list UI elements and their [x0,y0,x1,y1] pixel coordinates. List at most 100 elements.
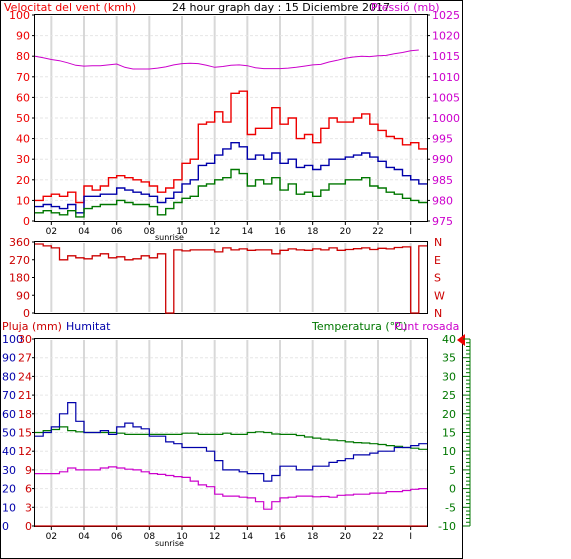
pressure-y-tick-label: 1015 [432,50,460,63]
pressure-y-tick-label: 1010 [432,71,460,84]
rain-y-tick-label: 30 [18,333,32,346]
pressure-y-tick-label: 990 [432,153,453,166]
wind-y-tick-label: 30 [16,153,30,166]
wind-y-tick-label: 20 [16,174,30,187]
x-tick-label-wind: 10 [176,227,188,237]
wind-y-tick-label: 60 [16,91,30,104]
temperature-y-tick-label: 35 [442,352,456,365]
direction-y-tick-label: 180 [9,272,30,285]
temperature-y-tick-label: 10 [442,445,456,458]
wind-y-tick-label: 100 [9,9,30,22]
x-tick-label-temp: 16 [274,532,286,542]
x-tick-label-temp: 14 [242,532,254,542]
x-tick-label-wind: 18 [307,227,319,237]
current-temp-marker-icon [457,334,465,346]
sunrise-label-bottom: sunrise [155,539,184,548]
pressure-y-tick-label: 1000 [432,112,460,125]
x-tick-label-wind: 20 [340,227,352,237]
series-line-pressi-mb- [34,49,419,70]
rain-y-tick-label: 3 [25,501,32,514]
wind-y-tick-label: 50 [16,112,30,125]
x-tick-label-temp: 06 [111,532,123,542]
rain-axis-title: Pluja (mm) [2,320,62,333]
humidity-y-tick-label: 20 [2,483,16,496]
pressure-y-tick-label: 995 [432,133,453,146]
wind-y-tick-label: 90 [16,30,30,43]
temperature-y-tick-label: 0 [449,483,456,496]
pressure-axis-title: Pressió (mb) [371,1,440,14]
series-line-wind-low [35,168,427,218]
direction-y-tick-label: 360 [9,236,30,249]
x-tick-label-wind: 22 [372,227,383,237]
x-tick-label-wind: 12 [209,227,220,237]
pressure-y-tick-label: 980 [432,194,453,207]
wind-direction-line [35,243,427,314]
series-line-wind-avg [35,142,427,214]
temperature-y-tick-label: 20 [442,408,456,421]
x-tick-label-wind: 04 [78,227,90,237]
x-tick-label-temp: 02 [46,532,57,542]
humidity-y-tick-label: 30 [2,464,16,477]
x-tick-label-wind: 08 [144,227,156,237]
temperature-y-tick-label: -5 [445,501,456,514]
dewpoint-axis-title: Punt rosada [394,320,459,333]
x-tick-label-temp: 10 [176,532,188,542]
x-tick-label-temp: 20 [340,532,352,542]
wind-y-tick-label: 80 [16,50,30,63]
sunrise-label-top: sunrise [155,233,184,242]
wind-y-tick-label: 70 [16,71,30,84]
temperature-y-tick-label: 30 [442,370,456,383]
rain-y-tick-label: 27 [18,352,32,365]
rain-y-tick-label: 21 [18,389,32,402]
rain-y-tick-label: 24 [18,370,32,383]
x-tick-label-wind: 02 [46,227,57,237]
humidity-y-tick-label: 10 [2,501,16,514]
humidity-y-tick-label: 60 [2,408,16,421]
rain-y-tick-label: 0 [25,520,32,533]
x-tick-label-temp: 08 [144,532,156,542]
pressure-y-tick-label: 1005 [432,91,460,104]
wind-axis-title: Velocitat del vent (kmh) [4,1,136,14]
rain-y-tick-label: 6 [25,483,32,496]
direction-y-tick-label: 0 [23,307,30,320]
humidity-y-tick-label: 100 [2,333,23,346]
rain-y-tick-label: 18 [18,408,32,421]
humidity-axis-title: Humitat [66,320,111,333]
wind-y-tick-label: 40 [16,133,30,146]
pressure-y-tick-label: 985 [432,174,453,187]
pressure-y-tick-label: 1020 [432,30,460,43]
x-tick-label-temp: 22 [372,532,383,542]
humidity-y-tick-label: 90 [2,352,16,365]
series-line-humitat [35,402,427,482]
x-tick-label-temp: I [409,532,412,542]
series-line-punt-rosada [35,466,427,510]
direction-y-tick-label: 90 [16,289,30,302]
temperature-y-tick-label: 25 [442,389,456,402]
temperature-axis-title: Temperatura (°C) [311,320,407,333]
compass-label: N [434,236,442,249]
wind-y-tick-label: 0 [23,215,30,228]
humidity-y-tick-label: 0 [2,520,9,533]
x-tick-label-temp: 18 [307,532,319,542]
page-title: 24 hour graph day : 15 Diciembre 2017 [172,1,390,14]
compass-label: E [434,254,441,267]
temperature-y-tick-label: 5 [449,464,456,477]
x-tick-label-wind: 16 [274,227,286,237]
compass-label: N [434,307,442,320]
humidity-y-tick-label: 50 [2,427,16,440]
temperature-y-tick-label: 15 [442,427,456,440]
pressure-y-tick-label: 975 [432,215,453,228]
x-tick-label-temp: 12 [209,532,220,542]
x-tick-label-wind: 14 [242,227,254,237]
rain-y-tick-label: 12 [18,445,32,458]
pressure-y-tick-label: 1025 [432,9,460,22]
temperature-y-tick-label: 40 [442,333,456,346]
rain-y-tick-label: 9 [25,464,32,477]
x-tick-label-wind: 06 [111,227,123,237]
temperature-y-tick-label: -10 [438,520,456,533]
series-line-velocitat-del-vent-kmh- [35,90,427,204]
direction-y-tick-label: 270 [9,254,30,267]
humidity-y-tick-label: 80 [2,370,16,383]
